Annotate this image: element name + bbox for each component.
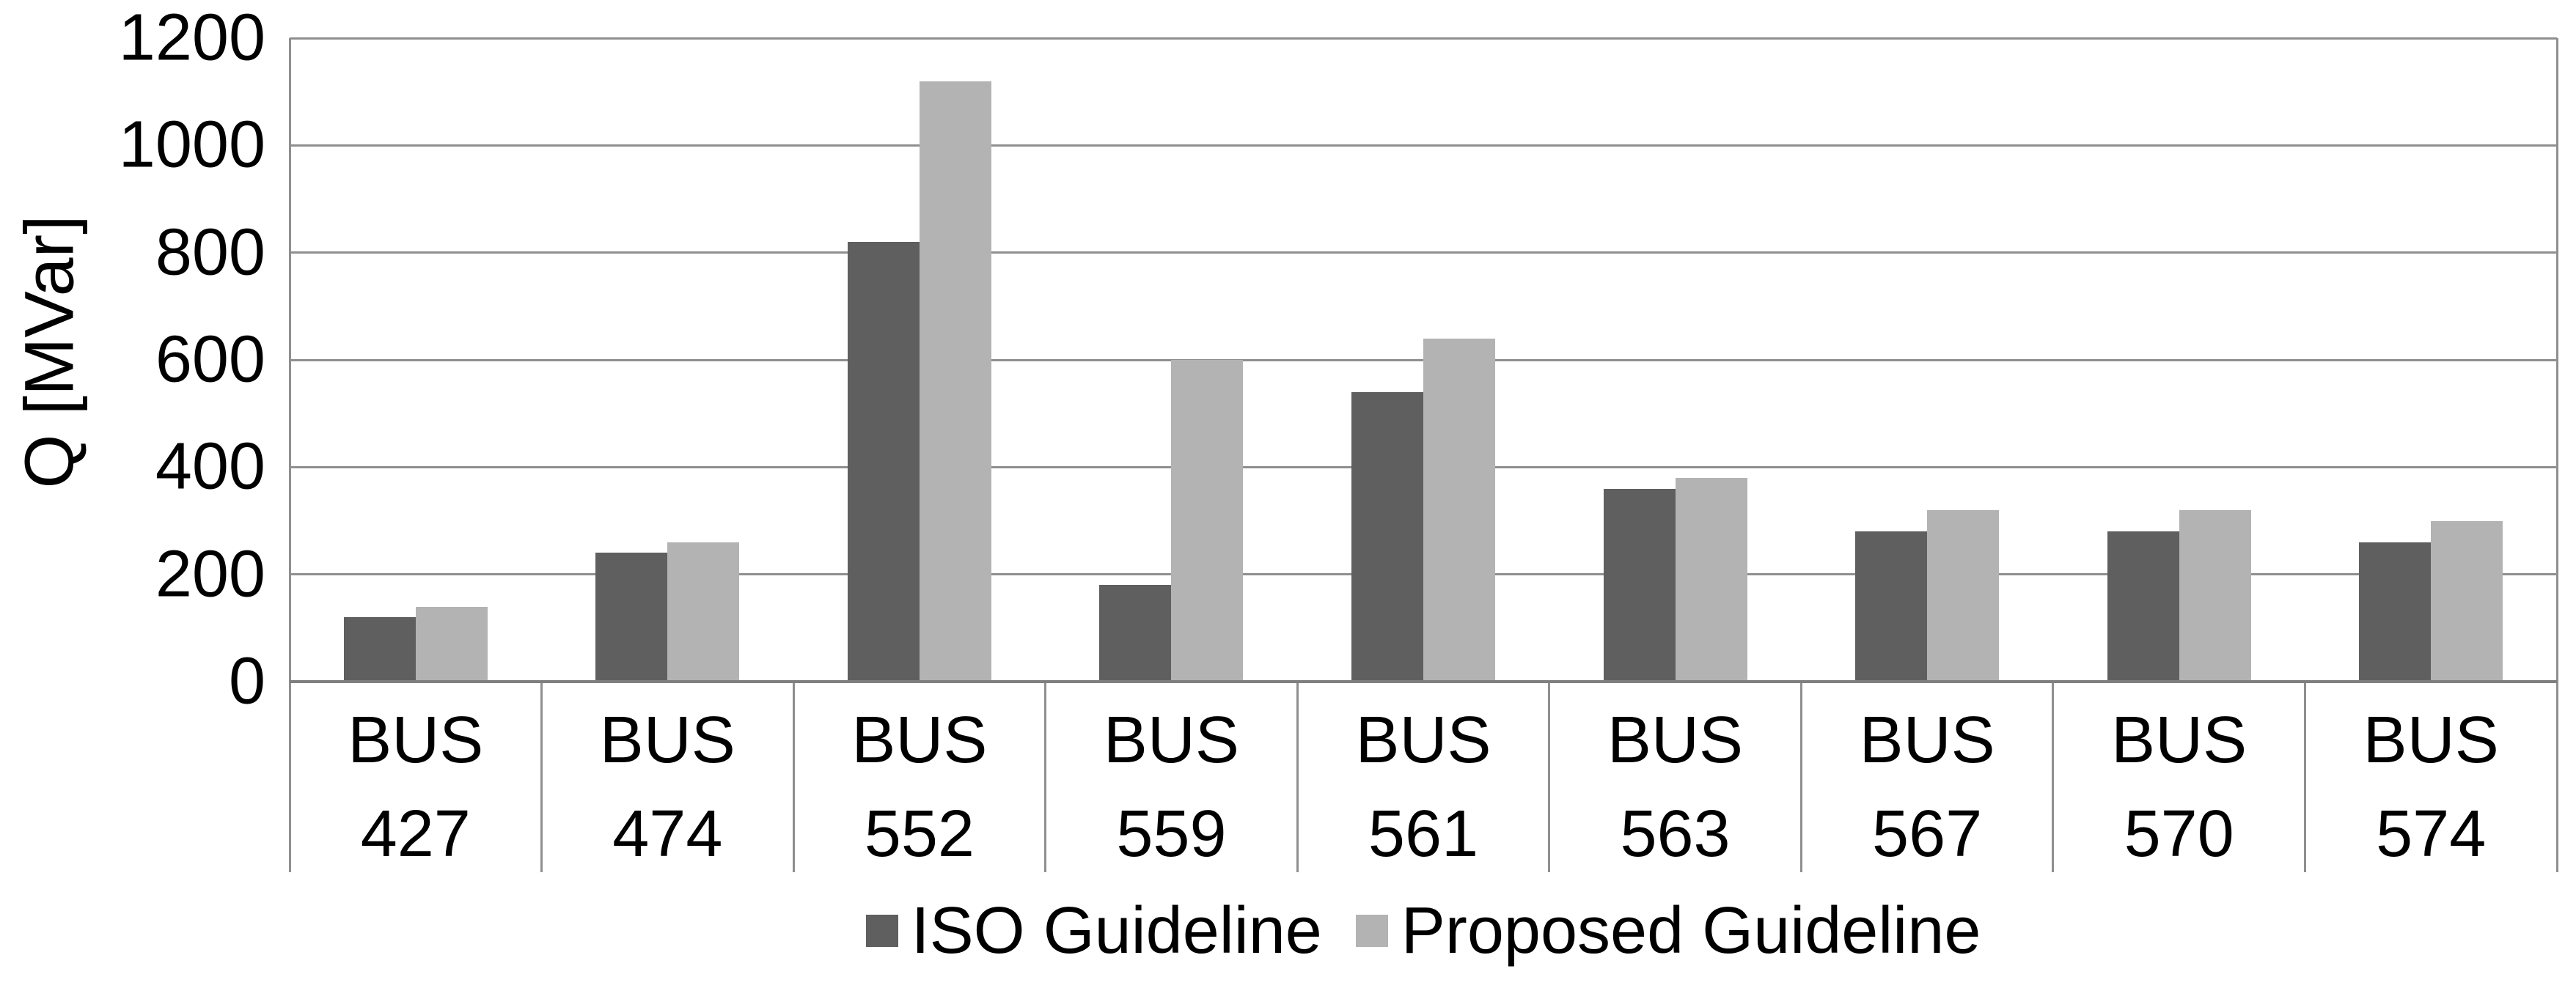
category-separator-9 xyxy=(2555,38,2558,872)
y-tick-label-600: 600 xyxy=(155,322,265,397)
y-tick-label-1000: 1000 xyxy=(118,108,265,182)
x-category-label-bus-474: BUS 474 xyxy=(599,704,735,871)
gridline-1000 xyxy=(290,144,2557,147)
legend-item-proposed-guideline: Proposed Guideline xyxy=(1355,894,1981,967)
bar-iso-guideline-bus-567 xyxy=(1855,531,1928,682)
x-category-label-bus-559: BUS 559 xyxy=(1103,704,1239,871)
gridline-800 xyxy=(290,251,2557,254)
bar-proposed-guideline-bus-552 xyxy=(919,81,991,682)
bar-iso-guideline-bus-552 xyxy=(847,242,920,682)
category-separator-5 xyxy=(1548,682,1551,872)
y-tick-label-1200: 1200 xyxy=(118,1,265,75)
bar-proposed-guideline-bus-427 xyxy=(415,606,488,682)
x-category-label-bus-567: BUS 567 xyxy=(1859,704,1995,871)
legend-label-proposed-guideline: Proposed Guideline xyxy=(1401,894,1981,967)
legend: ISO Guideline Proposed Guideline xyxy=(290,891,2557,971)
x-axis-zero-line xyxy=(290,680,2557,683)
legend-item-iso-guideline: ISO Guideline xyxy=(865,894,1322,967)
y-axis-title: Q [MVar] xyxy=(10,215,89,489)
bar-iso-guideline-bus-427 xyxy=(343,617,416,682)
bar-proposed-guideline-bus-574 xyxy=(2431,520,2503,682)
legend-swatch-iso-guideline xyxy=(865,915,898,947)
legend-swatch-proposed-guideline xyxy=(1355,915,1388,947)
category-separator-3 xyxy=(1044,682,1047,872)
category-separator-6 xyxy=(1799,682,1802,872)
bar-iso-guideline-bus-563 xyxy=(1603,488,1676,682)
y-tick-label-0: 0 xyxy=(228,644,265,718)
bar-proposed-guideline-bus-559 xyxy=(1171,360,1244,682)
bar-iso-guideline-bus-559 xyxy=(1099,585,1172,682)
y-tick-label-200: 200 xyxy=(155,537,265,611)
category-separator-8 xyxy=(2303,682,2306,872)
bar-proposed-guideline-bus-474 xyxy=(667,542,740,682)
bar-proposed-guideline-bus-570 xyxy=(2179,509,2251,682)
legend-label-iso-guideline: ISO Guideline xyxy=(911,894,1322,967)
gridline-1200 xyxy=(290,37,2557,40)
category-separator-4 xyxy=(1296,682,1299,872)
x-category-label-bus-574: BUS 574 xyxy=(2363,704,2499,871)
x-category-label-bus-427: BUS 427 xyxy=(348,704,484,871)
category-separator-1 xyxy=(540,682,543,872)
bar-iso-guideline-bus-561 xyxy=(1351,391,1423,682)
x-category-label-bus-561: BUS 561 xyxy=(1355,704,1491,871)
bar-iso-guideline-bus-570 xyxy=(2107,531,2179,682)
x-category-label-bus-570: BUS 570 xyxy=(2111,704,2247,871)
x-category-label-bus-552: BUS 552 xyxy=(851,704,988,871)
category-separator-2 xyxy=(792,682,795,872)
bar-proposed-guideline-bus-561 xyxy=(1423,338,1495,682)
y-tick-label-800: 800 xyxy=(155,215,265,290)
bar-iso-guideline-bus-474 xyxy=(595,553,668,682)
category-separator-0 xyxy=(288,38,291,872)
bar-proposed-guideline-bus-563 xyxy=(1675,477,1747,682)
y-tick-label-400: 400 xyxy=(155,430,265,504)
category-separator-7 xyxy=(2052,682,2055,872)
bar-proposed-guideline-bus-567 xyxy=(1927,509,2000,682)
bar-iso-guideline-bus-574 xyxy=(2359,542,2432,682)
x-category-label-bus-563: BUS 563 xyxy=(1607,704,1744,871)
